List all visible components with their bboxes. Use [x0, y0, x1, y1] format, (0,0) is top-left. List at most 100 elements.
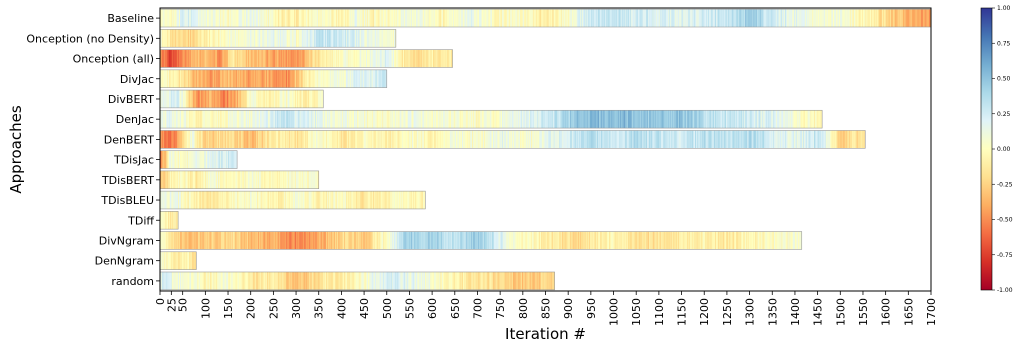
heatmap-cell	[750, 130, 752, 149]
heatmap-cell	[657, 231, 659, 250]
heatmap-cell	[413, 191, 416, 209]
heatmap-cell	[253, 29, 255, 48]
heatmap-cell	[199, 150, 202, 169]
heatmap-cell	[318, 90, 320, 108]
heatmap-cell	[208, 90, 211, 108]
heatmap-cell	[258, 110, 261, 129]
heatmap-cell	[250, 69, 252, 88]
heatmap-cell	[698, 9, 700, 28]
heatmap-cell	[497, 231, 499, 250]
heatmap-cell	[624, 9, 626, 28]
heatmap-cell	[321, 9, 323, 28]
heatmap-cell	[343, 69, 345, 88]
heatmap-cell	[719, 9, 721, 28]
heatmap-cell	[439, 9, 441, 28]
heatmap-cell	[326, 9, 329, 28]
heatmap-cell	[284, 130, 286, 149]
heatmap-cell	[685, 9, 687, 28]
heatmap-cell	[423, 191, 425, 209]
heatmap-cell	[222, 9, 224, 28]
heatmap-cell	[357, 69, 359, 88]
heatmap-cell	[230, 110, 232, 129]
heatmap-cell	[267, 69, 270, 88]
heatmap-cell	[676, 231, 678, 250]
heatmap-cell	[396, 130, 398, 149]
heatmap-cell	[268, 9, 271, 28]
heatmap-cell	[755, 9, 757, 28]
heatmap-cell	[189, 191, 191, 209]
heatmap-cell	[339, 231, 341, 250]
heatmap-cell	[573, 110, 575, 129]
heatmap-cell	[175, 90, 177, 108]
heatmap-cell	[611, 110, 613, 129]
heatmap-cell	[376, 191, 378, 209]
heatmap-cell	[364, 271, 366, 290]
heatmap-cell	[485, 130, 487, 149]
heatmap-cell	[214, 130, 216, 149]
heatmap-cell	[336, 191, 339, 209]
heatmap-cell	[357, 110, 359, 129]
heatmap-cell	[837, 130, 839, 149]
heatmap-cell	[167, 271, 169, 290]
heatmap-cell	[501, 110, 504, 129]
heatmap-cell	[192, 29, 194, 48]
heatmap-cell	[628, 130, 631, 149]
heatmap-cell	[771, 130, 773, 149]
heatmap-cell	[160, 271, 162, 290]
heatmap-cell	[784, 130, 786, 149]
heatmap-cell	[434, 130, 437, 149]
heatmap-cell	[638, 130, 641, 149]
heatmap-cell	[289, 231, 291, 250]
heatmap-cell	[564, 130, 566, 149]
heatmap-cell	[187, 69, 189, 88]
heatmap-cell	[405, 49, 408, 68]
heatmap-cell	[226, 130, 228, 149]
heatmap-cell	[234, 69, 236, 88]
heatmap-cell	[394, 191, 397, 209]
heatmap-cell	[297, 90, 300, 108]
heatmap-cell	[264, 271, 266, 290]
heatmap-cell	[410, 9, 412, 28]
heatmap-cell	[211, 150, 213, 169]
heatmap-cell	[399, 231, 401, 250]
heatmap-cell	[171, 191, 173, 209]
heatmap-cell	[254, 49, 256, 68]
heatmap-cell	[250, 110, 252, 129]
heatmap-cell	[732, 231, 734, 250]
heatmap-cell	[208, 49, 210, 68]
heatmap-cell	[211, 191, 213, 209]
heatmap-cell	[482, 110, 484, 129]
heatmap-cell	[387, 271, 389, 290]
heatmap-cell	[479, 110, 481, 129]
heatmap-cell	[174, 69, 176, 88]
heatmap-cell	[343, 29, 345, 48]
heatmap-cell	[355, 29, 357, 48]
heatmap-cell	[253, 271, 255, 290]
heatmap-cell	[847, 9, 849, 28]
heatmap-cell	[303, 191, 305, 209]
heatmap-cell	[451, 9, 453, 28]
heatmap-cell	[750, 231, 752, 250]
heatmap-cell	[790, 130, 792, 149]
heatmap-cell	[223, 49, 225, 68]
heatmap-cell	[573, 130, 575, 149]
heatmap-cell	[598, 9, 600, 28]
heatmap-cell	[623, 130, 625, 149]
heatmap-cell	[301, 130, 303, 149]
heatmap-cell	[299, 90, 301, 108]
heatmap-cell	[350, 191, 352, 209]
heatmap-cell	[323, 49, 325, 68]
heatmap-cell	[236, 69, 238, 88]
heatmap-cell	[465, 9, 467, 28]
heatmap-cell	[312, 271, 314, 290]
heatmap-cell	[224, 191, 226, 209]
heatmap-cell	[177, 9, 179, 28]
heatmap-cell	[183, 251, 185, 270]
heatmap-cell	[404, 110, 406, 129]
heatmap-cell	[198, 110, 200, 129]
heatmap-cell	[390, 9, 392, 28]
heatmap-cell	[685, 231, 687, 250]
heatmap-cell	[508, 9, 510, 28]
heatmap-cell	[404, 231, 406, 250]
heatmap-cell	[447, 9, 449, 28]
